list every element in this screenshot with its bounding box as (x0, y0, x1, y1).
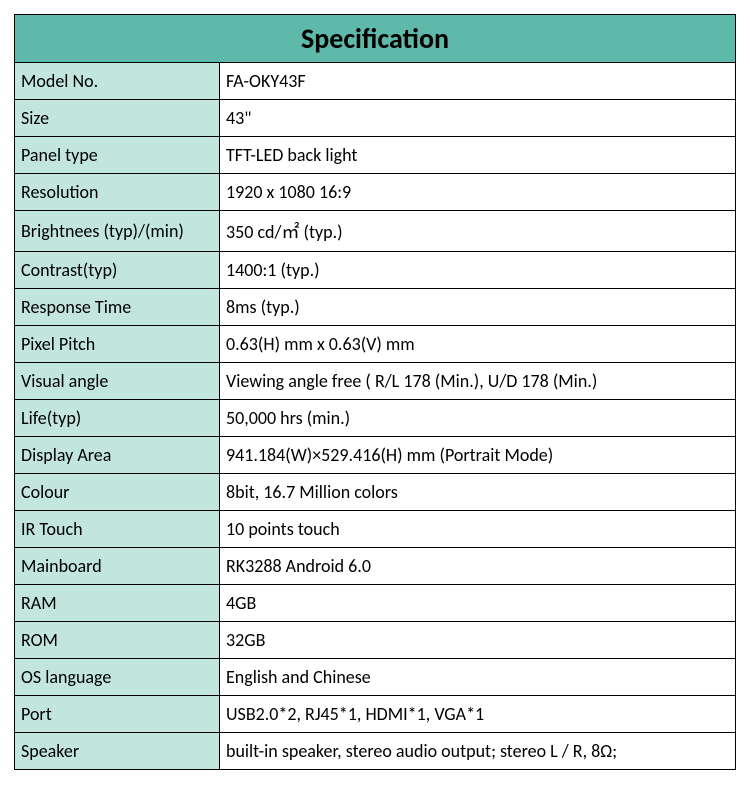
table-row: Display Area941.184(W)×529.416(H) mm (Po… (15, 437, 736, 474)
specification-table: Specification Model No.FA-OKY43FSize43"P… (14, 14, 736, 770)
spec-label: RAM (15, 585, 220, 622)
spec-label: Visual angle (15, 363, 220, 400)
spec-value: built-in speaker, stereo audio output; s… (220, 733, 736, 770)
spec-value: Viewing angle free ( R/L 178 (Min.), U/D… (220, 363, 736, 400)
spec-value: 4GB (220, 585, 736, 622)
spec-value: 1920 x 1080 16:9 (220, 174, 736, 211)
table-row: Model No.FA-OKY43F (15, 63, 736, 100)
spec-label: Port (15, 696, 220, 733)
table-row: Response Time8ms (typ.) (15, 289, 736, 326)
table-row: IR Touch10 points touch (15, 511, 736, 548)
spec-value: 1400:1 (typ.) (220, 252, 736, 289)
spec-value: USB2.0*2, RJ45*1, HDMI*1, VGA*1 (220, 696, 736, 733)
spec-label: Panel type (15, 137, 220, 174)
table-row: Contrast(typ)1400:1 (typ.) (15, 252, 736, 289)
table-row: PortUSB2.0*2, RJ45*1, HDMI*1, VGA*1 (15, 696, 736, 733)
spec-value: 8ms (typ.) (220, 289, 736, 326)
spec-label: Brightnees (typ)/(min) (15, 211, 220, 252)
spec-label: Life(typ) (15, 400, 220, 437)
table-row: ROM32GB (15, 622, 736, 659)
spec-value: English and Chinese (220, 659, 736, 696)
spec-value: 8bit, 16.7 Million colors (220, 474, 736, 511)
table-row: OS languageEnglish and Chinese (15, 659, 736, 696)
spec-value: 50,000 hrs (min.) (220, 400, 736, 437)
spec-value: FA-OKY43F (220, 63, 736, 100)
spec-label: IR Touch (15, 511, 220, 548)
table-row: RAM4GB (15, 585, 736, 622)
table-row: Brightnees (typ)/(min)350 cd/㎡ (typ.) (15, 211, 736, 252)
spec-label: Contrast(typ) (15, 252, 220, 289)
table-row: Pixel Pitch0.63(H) mm x 0.63(V) mm (15, 326, 736, 363)
spec-value: 32GB (220, 622, 736, 659)
spec-value: RK3288 Android 6.0 (220, 548, 736, 585)
table-row: Panel typeTFT-LED back light (15, 137, 736, 174)
spec-label: Speaker (15, 733, 220, 770)
spec-label: Display Area (15, 437, 220, 474)
spec-value: 941.184(W)×529.416(H) mm (Portrait Mode) (220, 437, 736, 474)
table-row: Resolution1920 x 1080 16:9 (15, 174, 736, 211)
table-row: MainboardRK3288 Android 6.0 (15, 548, 736, 585)
spec-label: Response Time (15, 289, 220, 326)
table-row: Speakerbuilt-in speaker, stereo audio ou… (15, 733, 736, 770)
table-row: Visual angleViewing angle free ( R/L 178… (15, 363, 736, 400)
spec-value: 10 points touch (220, 511, 736, 548)
spec-label: ROM (15, 622, 220, 659)
spec-label: Pixel Pitch (15, 326, 220, 363)
spec-value: 350 cd/㎡ (typ.) (220, 211, 736, 252)
spec-label: Colour (15, 474, 220, 511)
spec-label: Resolution (15, 174, 220, 211)
spec-body: Model No.FA-OKY43FSize43"Panel typeTFT-L… (15, 63, 736, 770)
table-row: Life(typ)50,000 hrs (min.) (15, 400, 736, 437)
spec-label: Mainboard (15, 548, 220, 585)
spec-value: 43" (220, 100, 736, 137)
spec-label: OS language (15, 659, 220, 696)
table-row: Colour8bit, 16.7 Million colors (15, 474, 736, 511)
spec-title: Specification (15, 15, 736, 63)
spec-label: Size (15, 100, 220, 137)
spec-value: 0.63(H) mm x 0.63(V) mm (220, 326, 736, 363)
spec-value: TFT-LED back light (220, 137, 736, 174)
spec-label: Model No. (15, 63, 220, 100)
table-row: Size43" (15, 100, 736, 137)
